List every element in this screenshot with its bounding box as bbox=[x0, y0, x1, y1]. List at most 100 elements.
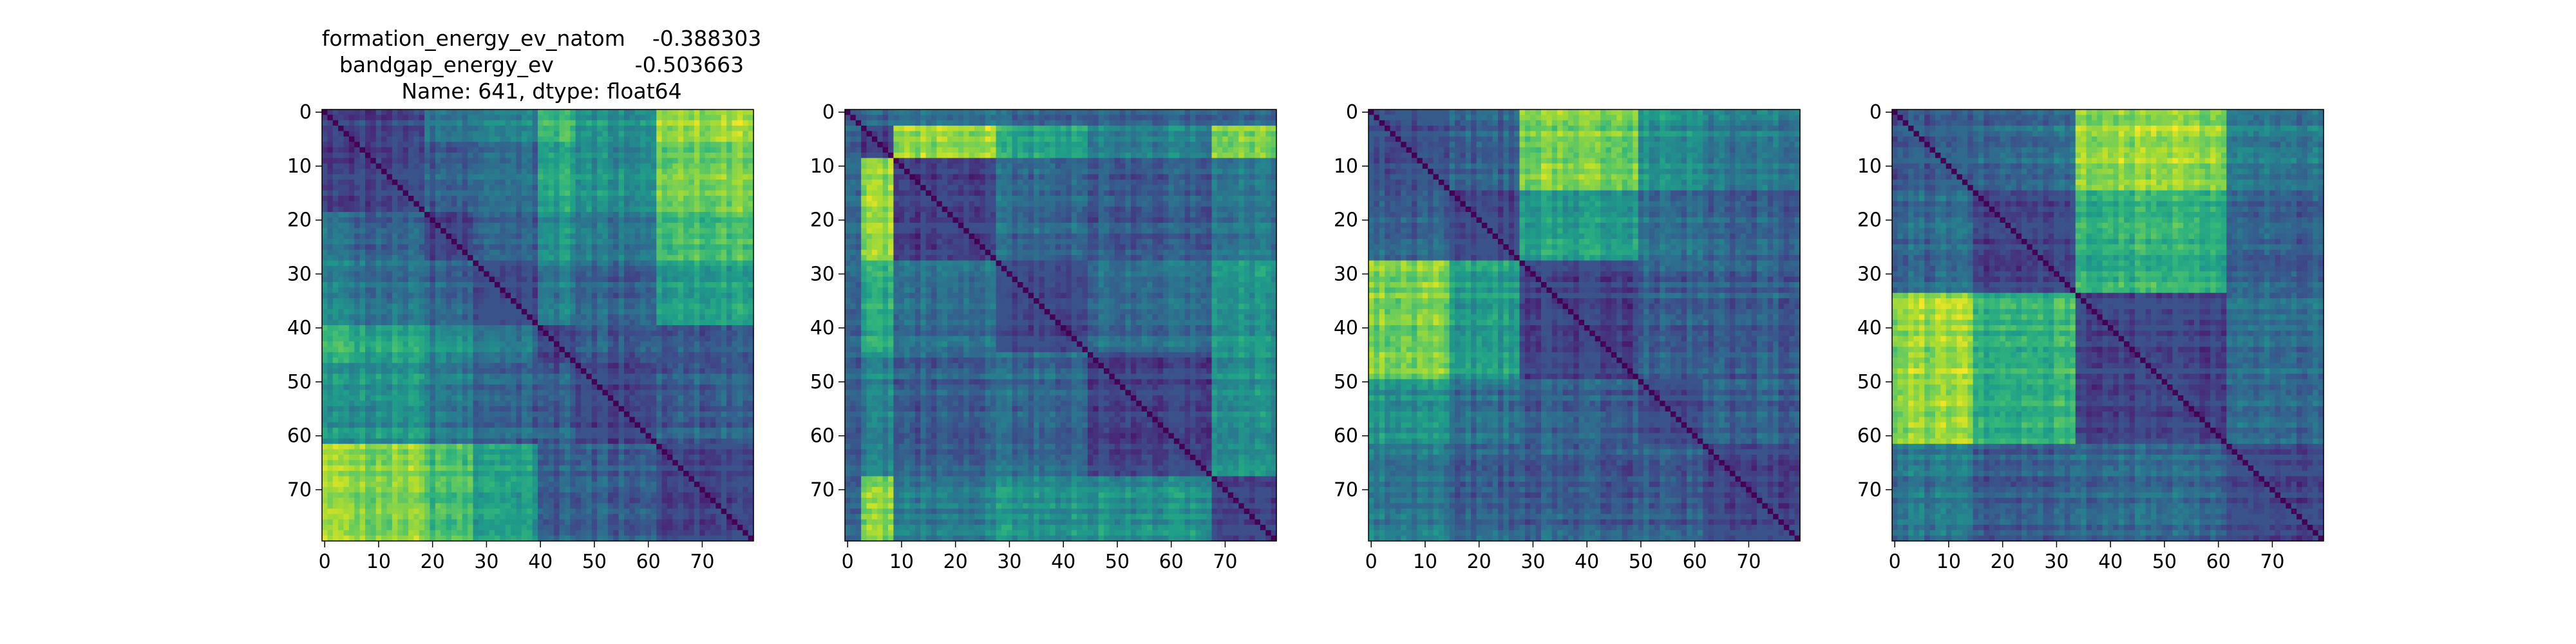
heatmap-cell bbox=[327, 147, 334, 153]
heatmap-cell bbox=[462, 346, 468, 353]
heatmap-cell bbox=[495, 276, 500, 283]
heatmap-cell bbox=[332, 444, 339, 450]
heatmap-cell bbox=[554, 319, 560, 326]
heatmap-cell bbox=[586, 201, 592, 207]
heatmap-cell bbox=[575, 406, 582, 412]
heatmap-cell bbox=[354, 201, 361, 207]
heatmap-cell bbox=[715, 222, 722, 229]
heatmap-cell bbox=[381, 153, 388, 158]
heatmap-cell bbox=[543, 357, 549, 364]
heatmap-cell bbox=[354, 292, 361, 299]
heatmap-cell bbox=[343, 212, 350, 218]
heatmap-cell bbox=[413, 298, 420, 305]
heatmap-cell bbox=[473, 233, 479, 240]
heatmap-cell bbox=[554, 233, 560, 240]
heatmap-cell bbox=[489, 406, 495, 412]
heatmap-cell bbox=[677, 201, 684, 207]
heatmap-cell bbox=[699, 363, 706, 369]
heatmap-cell bbox=[338, 298, 345, 305]
heatmap-cell bbox=[505, 287, 511, 294]
heatmap-cell bbox=[435, 239, 441, 245]
heatmap-cell bbox=[505, 330, 511, 337]
heatmap-cell bbox=[435, 212, 441, 218]
heatmap-cell bbox=[408, 276, 414, 283]
heatmap-cell bbox=[473, 126, 479, 132]
heatmap-cell bbox=[435, 384, 441, 391]
heatmap-cell bbox=[322, 190, 328, 196]
heatmap-cell bbox=[521, 417, 527, 423]
heatmap-cell bbox=[413, 271, 420, 278]
heatmap-cell bbox=[348, 115, 355, 121]
heatmap-cell bbox=[613, 185, 620, 191]
heatmap-cell bbox=[440, 271, 447, 278]
heatmap-cell bbox=[354, 390, 361, 396]
heatmap-cell bbox=[715, 384, 722, 391]
heatmap-cell bbox=[322, 314, 328, 321]
heatmap-cell bbox=[408, 368, 414, 374]
heatmap-cell bbox=[656, 401, 663, 407]
heatmap-cell bbox=[688, 417, 695, 423]
heatmap-cell bbox=[500, 158, 506, 164]
heatmap-cell bbox=[478, 142, 484, 148]
heatmap-cell bbox=[554, 201, 560, 207]
heatmap-cell bbox=[710, 374, 716, 380]
heatmap-cell bbox=[737, 363, 743, 369]
heatmap-cell bbox=[581, 298, 587, 305]
heatmap-cell bbox=[484, 142, 490, 148]
heatmap-cell bbox=[348, 287, 355, 294]
heatmap-cell bbox=[554, 217, 560, 223]
heatmap-cell bbox=[392, 228, 398, 234]
heatmap-cell bbox=[559, 314, 565, 321]
heatmap-cell bbox=[581, 169, 587, 175]
heatmap-cell bbox=[543, 255, 549, 261]
heatmap-cell bbox=[370, 239, 377, 245]
heatmap-cell bbox=[548, 303, 554, 310]
heatmap-cell bbox=[677, 196, 684, 202]
heatmap-cell bbox=[640, 336, 647, 342]
heatmap-cell bbox=[645, 401, 652, 407]
heatmap-cell bbox=[359, 115, 366, 121]
heatmap-cell bbox=[446, 126, 452, 132]
heatmap-cell bbox=[386, 287, 393, 294]
heatmap-cell bbox=[473, 260, 479, 267]
heatmap-cell bbox=[618, 357, 625, 364]
heatmap-cell bbox=[602, 255, 609, 261]
heatmap-cell bbox=[375, 314, 382, 321]
heatmap-cell bbox=[629, 142, 636, 148]
heatmap-cell bbox=[354, 212, 361, 218]
heatmap-cell bbox=[505, 357, 511, 364]
heatmap-cell bbox=[532, 109, 538, 115]
heatmap-cell bbox=[527, 217, 533, 223]
heatmap-cell bbox=[726, 428, 733, 434]
heatmap-cell bbox=[370, 308, 377, 315]
heatmap-cell bbox=[375, 239, 382, 245]
heatmap-cell bbox=[413, 346, 420, 353]
heatmap-cell bbox=[462, 142, 468, 148]
heatmap-cell bbox=[392, 255, 398, 261]
heatmap-cell bbox=[408, 142, 414, 148]
heatmap-cell bbox=[359, 109, 366, 115]
heatmap-cell bbox=[624, 201, 630, 207]
heatmap-cell bbox=[370, 212, 377, 218]
heatmap-cell bbox=[554, 265, 560, 272]
heatmap-cell bbox=[451, 374, 457, 380]
heatmap-cell bbox=[397, 352, 404, 358]
heatmap-cell bbox=[354, 384, 361, 391]
heatmap-cell bbox=[672, 314, 679, 321]
heatmap-cell bbox=[451, 379, 457, 385]
heatmap-cell bbox=[581, 174, 587, 180]
heatmap-cell bbox=[343, 217, 350, 223]
heatmap-cell bbox=[532, 417, 538, 423]
heatmap-cell bbox=[710, 330, 716, 337]
heatmap-cell bbox=[715, 249, 722, 256]
heatmap-cell bbox=[322, 379, 328, 385]
heatmap-cell bbox=[343, 292, 350, 299]
heatmap-cell bbox=[548, 196, 554, 202]
heatmap-cell bbox=[332, 314, 339, 321]
heatmap-cell bbox=[484, 109, 490, 115]
heatmap-cell bbox=[392, 201, 398, 207]
heatmap-cell bbox=[748, 417, 754, 423]
heatmap-cell bbox=[338, 190, 345, 196]
heatmap-cell bbox=[575, 282, 582, 288]
heatmap-cell bbox=[743, 196, 749, 202]
